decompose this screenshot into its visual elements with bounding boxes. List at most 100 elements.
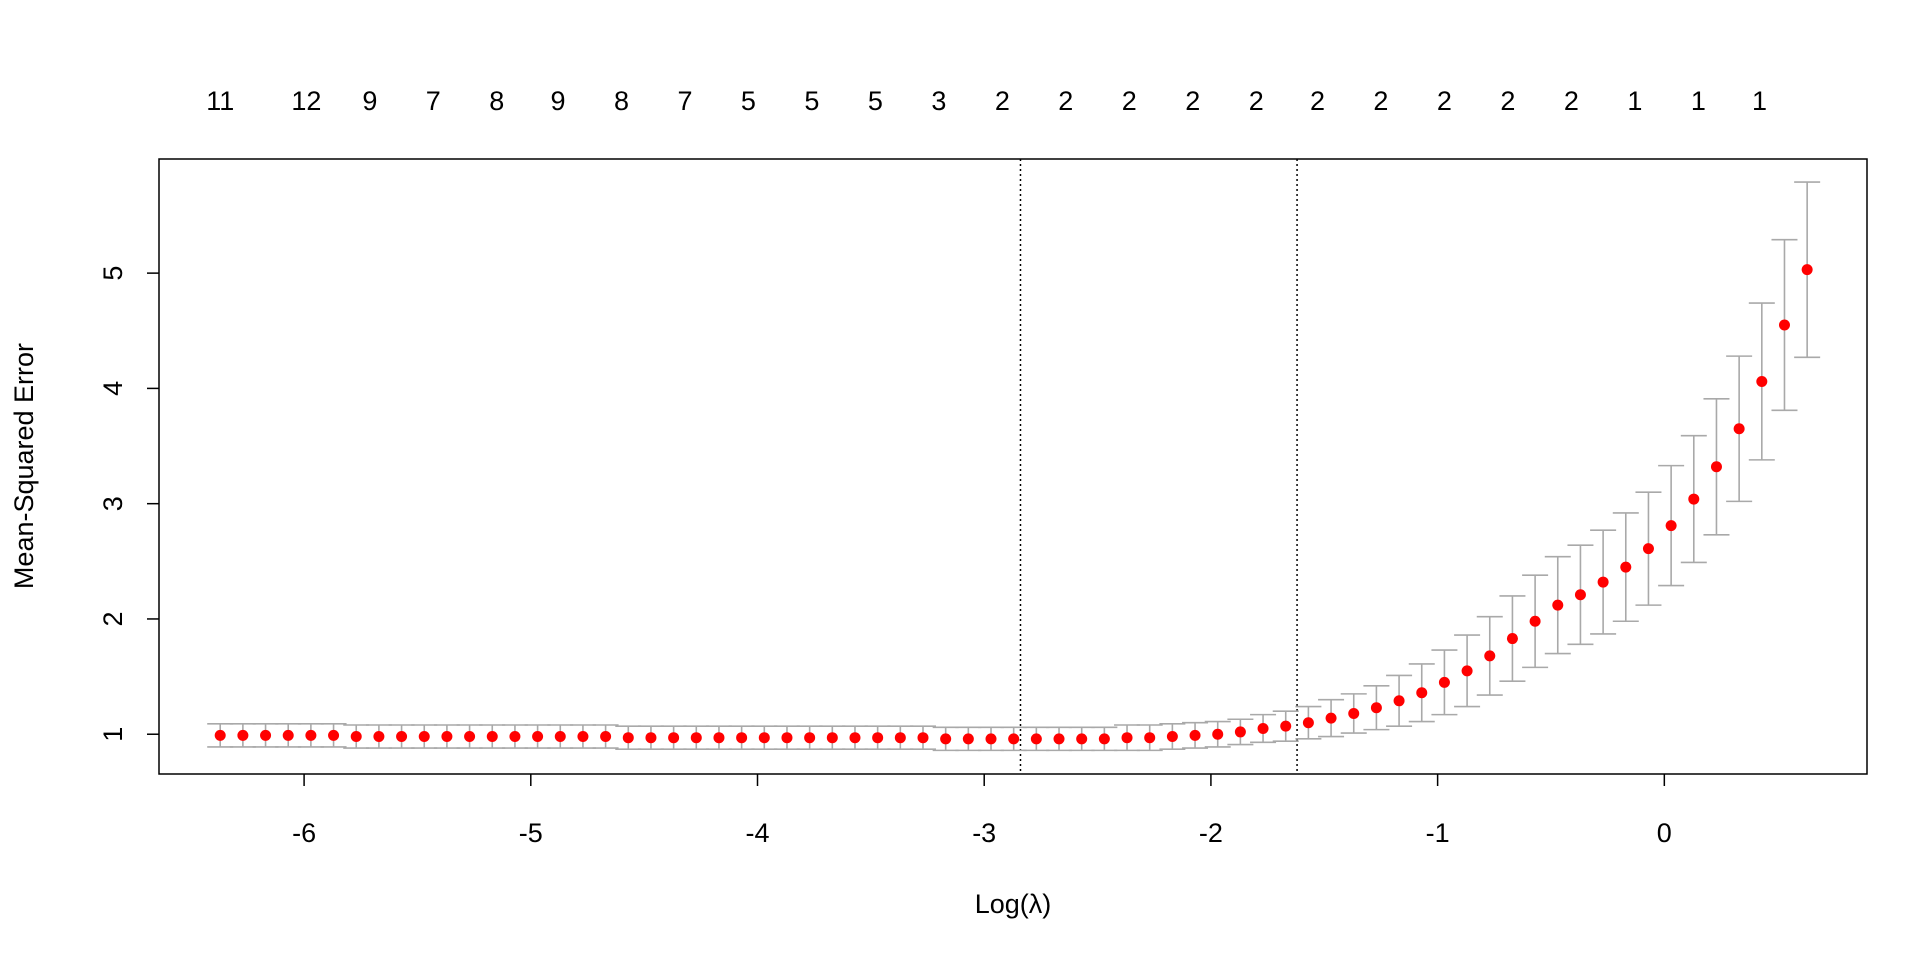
point [1053,733,1065,745]
point [600,731,612,743]
point [690,732,702,744]
top-axis-label: 8 [489,86,504,116]
x-tick-label: -1 [1426,818,1450,848]
point [1416,687,1428,699]
plot-frame [158,158,1868,775]
point [736,732,748,744]
top-axis-label: 2 [1185,86,1200,116]
point [1098,733,1110,745]
point [1801,264,1813,276]
point [1189,729,1201,741]
top-axis-label: 1 [1752,86,1767,116]
point [849,732,861,744]
point [1393,695,1405,707]
point [1688,493,1700,505]
point [1506,633,1518,645]
top-axis-label: 8 [614,86,629,116]
point [1642,543,1654,555]
point [350,731,362,743]
point [1620,561,1632,573]
point [713,732,725,744]
top-axis-label: 1 [1627,86,1642,116]
point [894,732,906,744]
point [1325,712,1337,724]
point [554,731,566,743]
point [260,729,272,741]
point [282,729,294,741]
top-axis-label: 5 [868,86,883,116]
point [1710,461,1722,473]
x-tick-label: -2 [1199,818,1223,848]
top-axis-label: 2 [1058,86,1073,116]
top-axis-label: 9 [550,86,565,116]
point [1280,720,1292,732]
top-axis-label: 9 [362,86,377,116]
point [985,733,997,745]
point [396,731,408,743]
x-tick-label: -4 [745,818,769,848]
x-tick-label: 0 [1657,818,1672,848]
top-axis-label: 7 [677,86,692,116]
point [1302,717,1314,729]
point [1166,731,1178,743]
top-axis-label: 2 [1500,86,1515,116]
point [962,733,974,745]
point [486,731,498,743]
point [1733,423,1745,435]
point [668,732,680,744]
point [1234,726,1246,738]
point [509,731,521,743]
point [577,731,589,743]
top-axis-label: 2 [995,86,1010,116]
x-axis-label: Log(λ) [975,889,1052,919]
top-axis-label: 2 [1310,86,1325,116]
point [214,729,226,741]
point [1484,650,1496,662]
point [826,732,838,744]
x-tick-label: -3 [972,818,996,848]
top-axis-label: 3 [931,86,946,116]
point [1212,728,1224,740]
point [373,731,385,743]
point [917,732,929,744]
point [940,733,952,745]
point [1030,733,1042,745]
point [1121,732,1133,744]
y-tick-label: 4 [98,381,128,396]
point [1665,520,1677,532]
point [645,732,657,744]
top-axis-label: 2 [1373,86,1388,116]
y-tick-label: 3 [98,496,128,511]
point [1348,707,1360,719]
point [1574,589,1586,601]
point [1008,733,1020,745]
x-tick-label: -6 [292,818,316,848]
top-axis-label: 2 [1249,86,1264,116]
point [1076,733,1088,745]
point [237,729,249,741]
point [1461,665,1473,677]
point [441,731,453,743]
top-axis-label: 5 [741,86,756,116]
point [1438,676,1450,688]
point [305,729,317,741]
point [1529,615,1541,627]
top-axis-label: 7 [426,86,441,116]
point [1756,375,1768,387]
y-axis-label: Mean-Squared Error [9,343,39,589]
y-tick-label: 5 [98,266,128,281]
x-tick-label: -5 [519,818,543,848]
y-tick-label: 1 [98,727,128,742]
y-tick-label: 2 [98,611,128,626]
point [804,732,816,744]
point [781,732,793,744]
top-axis-label: 11 [206,86,234,116]
point [1144,732,1156,744]
point [1778,319,1790,331]
point [622,732,634,744]
top-axis-label: 2 [1564,86,1579,116]
point [464,731,476,743]
top-axis-label: 5 [804,86,819,116]
